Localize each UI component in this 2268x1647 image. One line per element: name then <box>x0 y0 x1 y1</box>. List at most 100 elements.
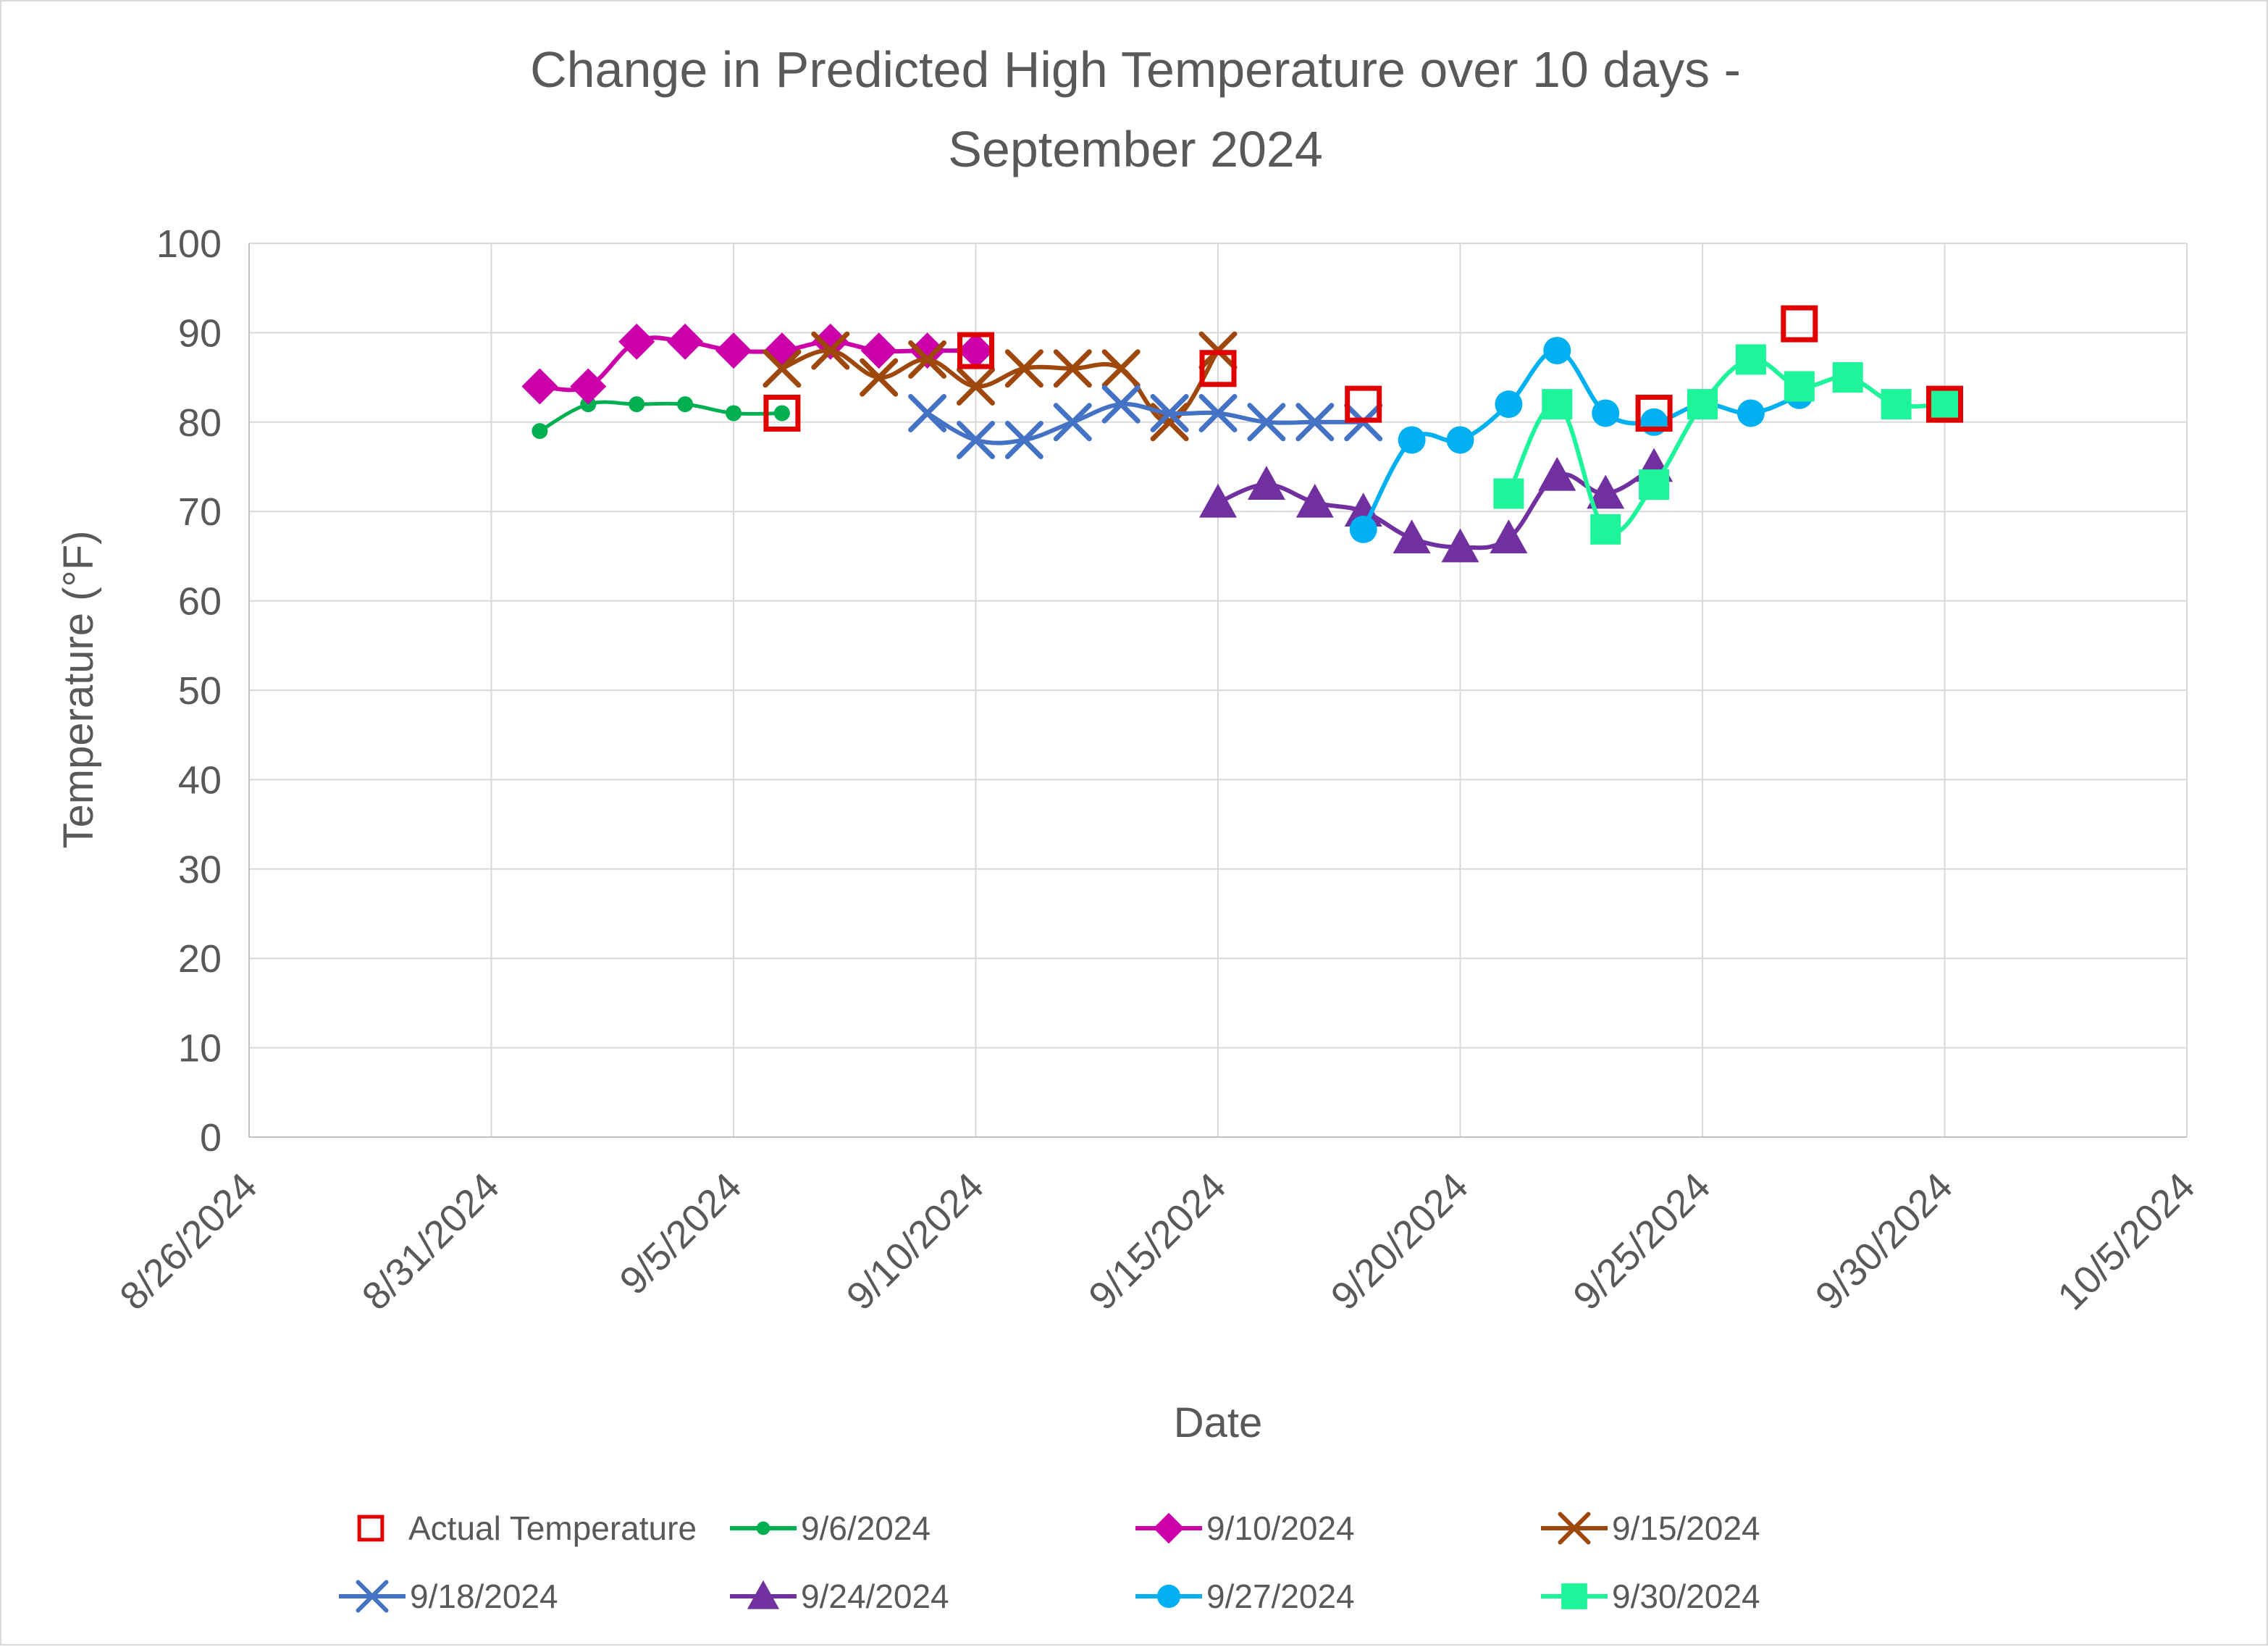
series-4-point-6 <box>1198 393 1238 432</box>
series-2-line <box>539 335 976 393</box>
series-3-point-5 <box>1004 349 1043 388</box>
x-axis-title: Date <box>1174 1399 1263 1446</box>
series-4-point-7 <box>1247 403 1286 442</box>
series-5-point-3 <box>1344 493 1382 527</box>
series-7-point-7 <box>1832 362 1863 393</box>
series-6-point-6 <box>1640 408 1668 436</box>
y-tick-label-80: 80 <box>178 401 222 445</box>
legend-entry-3: 9/15/2024 <box>1541 1509 1760 1547</box>
series-6-point-4 <box>1543 337 1571 365</box>
series-6-point-8 <box>1736 399 1765 427</box>
series-3-point-3 <box>908 340 947 379</box>
legend-label-3: 9/15/2024 <box>1612 1509 1760 1547</box>
axes: 0 10 20 30 40 50 60 70 80 90 100 8/26/2024 8/31/2024… <box>112 222 2203 1318</box>
y-tick-label-70: 70 <box>178 490 222 534</box>
series-3-point-7 <box>1101 349 1141 388</box>
series-7-point-0 <box>1493 478 1524 509</box>
y-tick-label-10: 10 <box>178 1027 222 1070</box>
series-5-point-5 <box>1441 528 1479 563</box>
series-1-line <box>539 400 782 433</box>
series-4-point-5 <box>1150 393 1189 432</box>
series-2-point-0 <box>521 368 558 405</box>
legend-marker-3 <box>1558 1512 1591 1545</box>
series-0-point-1 <box>957 332 994 369</box>
series-1-point-0 <box>532 423 548 440</box>
legend-label-2: 9/10/2024 <box>1206 1509 1355 1547</box>
x-tick-label-0: 8/26/2024 <box>112 1165 265 1318</box>
series-5 <box>1199 448 1673 563</box>
series-5-point-1 <box>1247 466 1285 500</box>
series-1 <box>532 396 790 440</box>
series-7-point-4 <box>1687 389 1718 420</box>
series-6-point-2 <box>1446 426 1474 454</box>
series-7-point-5 <box>1735 344 1766 375</box>
series-2-point-3 <box>667 323 704 360</box>
series-3-point-6 <box>1053 349 1092 388</box>
x-tick-label-1: 8/31/2024 <box>354 1165 508 1318</box>
series-6-point-1 <box>1398 426 1426 454</box>
legend-label-7: 9/30/2024 <box>1612 1577 1760 1615</box>
series-0 <box>763 305 1963 432</box>
series-3-point-2 <box>860 358 899 397</box>
series-1-point-2 <box>629 396 645 413</box>
series-4-point-8 <box>1295 403 1335 442</box>
y-tick-label-30: 30 <box>178 848 222 892</box>
x-tick-label-5: 9/20/2024 <box>1323 1165 1477 1318</box>
legend-label-5: 9/24/2024 <box>801 1577 949 1615</box>
series-5-point-2 <box>1295 483 1334 518</box>
series-2-point-4 <box>715 332 752 369</box>
series-7-line <box>1506 357 1945 535</box>
legend-marker-2 <box>1153 1512 1185 1544</box>
legend-entry-6: 9/27/2024 <box>1135 1577 1355 1615</box>
y-tick-label-60: 60 <box>178 580 222 624</box>
series-7-point-6 <box>1784 371 1815 402</box>
legend-label-0: Actual Temperature <box>408 1509 697 1547</box>
series-1-point-4 <box>726 405 742 422</box>
series-5-point-0 <box>1199 483 1237 518</box>
series-0-point-3 <box>1345 385 1382 423</box>
y-tick-label-50: 50 <box>178 669 222 713</box>
y-tick-label-90: 90 <box>178 311 222 355</box>
legend-entry-2: 9/10/2024 <box>1135 1509 1355 1547</box>
series-4-point-4 <box>1101 385 1141 424</box>
series-layer <box>521 305 1963 563</box>
series-5-point-6 <box>1490 519 1528 554</box>
series-4-point-0 <box>908 393 947 432</box>
legend-entry-7: 9/30/2024 <box>1541 1577 1760 1615</box>
series-3 <box>763 331 1238 442</box>
series-7-point-8 <box>1881 389 1912 420</box>
legend-label-1: 9/6/2024 <box>801 1509 931 1547</box>
series-0-point-5 <box>1781 305 1818 343</box>
series-7 <box>1493 344 1960 545</box>
series-7-point-1 <box>1542 389 1573 420</box>
series-3-point-0 <box>763 349 802 388</box>
x-tick-label-4: 9/15/2024 <box>1080 1165 1234 1318</box>
series-2-point-9 <box>957 332 994 369</box>
legend-marker-5 <box>747 1580 780 1609</box>
series-0-point-4 <box>1635 394 1673 432</box>
series-5-line <box>1217 464 1655 550</box>
series-5-point-8 <box>1587 474 1625 509</box>
legend-entry-5: 9/24/2024 <box>730 1577 949 1615</box>
y-tick-label-40: 40 <box>178 758 222 802</box>
x-tick-label-3: 9/10/2024 <box>839 1165 992 1318</box>
y-axis-title: Temperature (°F) <box>55 531 102 849</box>
x-tick-label-8: 10/5/2024 <box>2049 1165 2203 1318</box>
series-5-point-7 <box>1538 456 1576 491</box>
series-7-point-9 <box>1929 389 1960 420</box>
series-3-point-4 <box>957 366 995 406</box>
legend-marker-7 <box>1561 1583 1587 1609</box>
y-tick-label-20: 20 <box>178 937 222 981</box>
legend-marker-4 <box>356 1580 389 1613</box>
series-7-point-3 <box>1639 469 1670 500</box>
chart-title-line-2: September 2024 <box>948 121 1323 177</box>
series-6-point-3 <box>1495 390 1523 419</box>
series-2 <box>521 323 994 405</box>
series-1-point-3 <box>677 396 694 413</box>
series-6-point-5 <box>1592 399 1620 427</box>
x-tick-label-2: 9/5/2024 <box>611 1165 749 1303</box>
y-tick-label-100: 100 <box>156 222 222 266</box>
legend-entry-1: 9/6/2024 <box>730 1509 931 1547</box>
